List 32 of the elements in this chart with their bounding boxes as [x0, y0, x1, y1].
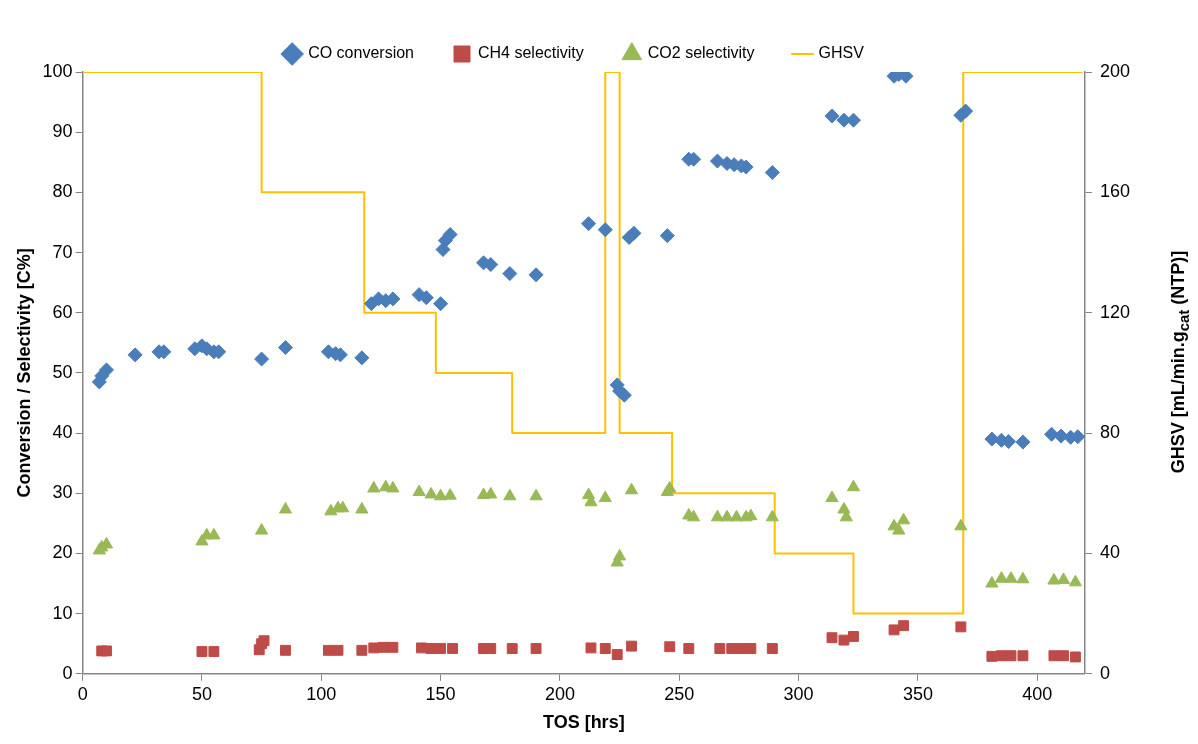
y2-tick-label: 0: [1099, 662, 1110, 683]
x-tick-label: 250: [664, 683, 695, 704]
y2-tick-label: 200: [1099, 60, 1131, 81]
x-tick-label: 50: [191, 683, 212, 704]
y-tick-label: 70: [52, 241, 73, 262]
x-tick-label: 100: [306, 683, 337, 704]
y-tick-label: 20: [52, 542, 73, 563]
y-tick-label: 30: [52, 482, 73, 503]
y2-tick-label: 160: [1099, 181, 1131, 202]
y2-tick-label: 40: [1099, 542, 1120, 563]
y-tick-label: 80: [52, 181, 73, 202]
y-tick-label: 40: [52, 422, 73, 443]
x-tick-label: 200: [544, 683, 575, 704]
legend-label: CO conversion: [308, 44, 414, 62]
y-tick-label: 100: [42, 60, 73, 81]
x-tick-label: 350: [902, 683, 933, 704]
x-tick-label: 300: [783, 683, 814, 704]
x-tick-label: 0: [77, 683, 88, 704]
y-tick-label: 50: [52, 361, 73, 382]
y-tick-label: 10: [52, 602, 73, 623]
y2-tick-label: 80: [1099, 422, 1120, 443]
y2-tick-label: 120: [1099, 301, 1131, 322]
legend-label: GHSV: [818, 44, 865, 62]
legend-label: CO2 selectivity: [647, 44, 755, 62]
legend-label: CH4 selectivity: [477, 44, 584, 62]
x-tick-label: 400: [1022, 683, 1053, 704]
y-tick-label: 0: [62, 662, 73, 683]
y-axis-title: Conversion / Selectivity [C%]: [13, 248, 34, 498]
y-tick-label: 90: [52, 121, 73, 142]
y-tick-label: 60: [52, 301, 73, 322]
x-tick-label: 150: [425, 683, 456, 704]
x-axis-title: TOS [hrs]: [542, 712, 625, 733]
